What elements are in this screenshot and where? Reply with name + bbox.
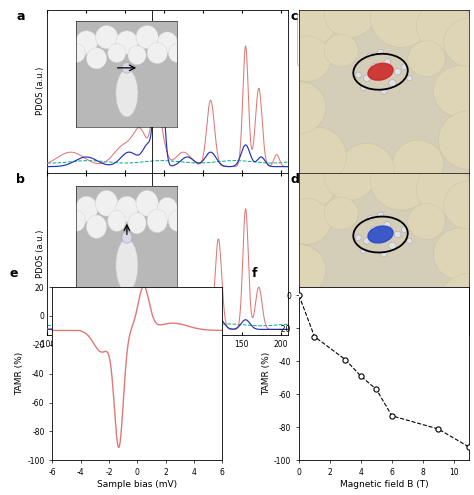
- Circle shape: [401, 227, 408, 233]
- Circle shape: [271, 82, 326, 134]
- Point: [342, 356, 349, 364]
- Circle shape: [361, 86, 366, 91]
- Circle shape: [364, 75, 370, 82]
- Text: $B$ = 11 T: $B$ = 11 T: [115, 184, 156, 195]
- Circle shape: [324, 197, 358, 230]
- Circle shape: [408, 41, 446, 77]
- Point: [373, 386, 380, 394]
- Circle shape: [394, 231, 401, 238]
- Point: [388, 412, 396, 420]
- Point: [465, 443, 473, 451]
- Circle shape: [444, 18, 474, 67]
- Text: f: f: [251, 267, 257, 280]
- Circle shape: [438, 274, 474, 332]
- Text: c: c: [290, 10, 298, 23]
- Circle shape: [394, 68, 401, 75]
- Circle shape: [285, 127, 346, 186]
- Circle shape: [372, 63, 379, 70]
- Circle shape: [381, 88, 387, 94]
- Circle shape: [364, 238, 370, 244]
- Circle shape: [438, 111, 474, 169]
- Circle shape: [370, 0, 432, 48]
- Circle shape: [324, 34, 358, 67]
- Point: [295, 292, 303, 299]
- Circle shape: [339, 306, 394, 358]
- Circle shape: [381, 251, 387, 257]
- Text: d: d: [290, 173, 299, 186]
- X-axis label: $E$–$E_F$ (meV): $E$–$E_F$ (meV): [142, 352, 193, 364]
- Circle shape: [276, 151, 338, 210]
- Circle shape: [444, 181, 474, 230]
- Circle shape: [271, 244, 326, 297]
- Text: e: e: [9, 267, 18, 280]
- Circle shape: [389, 80, 396, 87]
- Circle shape: [367, 216, 373, 221]
- Legend: $d_{z^2}$, $d_z$, $d_{xy}$: $d_{z^2}$, $d_z$, $d_{xy}$: [297, 14, 335, 65]
- Circle shape: [384, 59, 391, 65]
- Circle shape: [370, 151, 432, 210]
- Point: [357, 372, 365, 380]
- Circle shape: [276, 0, 338, 48]
- X-axis label: Magnetic field B (T): Magnetic field B (T): [340, 480, 428, 489]
- Y-axis label: PDOS (a.u.): PDOS (a.u.): [36, 230, 45, 278]
- Y-axis label: TAMR (%): TAMR (%): [262, 352, 271, 396]
- Circle shape: [356, 235, 361, 241]
- Point: [435, 425, 442, 433]
- Circle shape: [285, 290, 346, 348]
- X-axis label: Sample bias (mV): Sample bias (mV): [97, 480, 177, 489]
- Circle shape: [377, 50, 383, 55]
- Circle shape: [408, 203, 446, 240]
- Circle shape: [392, 140, 444, 189]
- Circle shape: [416, 0, 471, 52]
- Text: a: a: [16, 10, 25, 23]
- Text: $B$ = 0 T: $B$ = 0 T: [115, 21, 151, 32]
- Point: [310, 333, 318, 341]
- Circle shape: [389, 243, 396, 249]
- Y-axis label: PDOS (a.u.): PDOS (a.u.): [36, 67, 45, 115]
- Circle shape: [433, 65, 474, 117]
- Circle shape: [339, 144, 394, 196]
- Circle shape: [367, 53, 373, 58]
- Ellipse shape: [368, 226, 393, 243]
- Circle shape: [324, 151, 375, 200]
- Circle shape: [377, 212, 383, 218]
- Circle shape: [324, 0, 375, 38]
- Circle shape: [384, 221, 391, 228]
- Circle shape: [283, 198, 331, 244]
- Circle shape: [416, 163, 471, 215]
- Circle shape: [356, 72, 361, 78]
- Circle shape: [392, 303, 444, 352]
- Circle shape: [401, 64, 408, 70]
- Ellipse shape: [368, 63, 393, 80]
- Y-axis label: TAMR (%): TAMR (%): [16, 352, 25, 396]
- Circle shape: [407, 76, 412, 81]
- Circle shape: [372, 226, 379, 233]
- Text: b: b: [16, 173, 25, 186]
- Circle shape: [433, 228, 474, 280]
- Circle shape: [361, 248, 366, 253]
- Circle shape: [407, 239, 412, 244]
- Circle shape: [283, 36, 331, 82]
